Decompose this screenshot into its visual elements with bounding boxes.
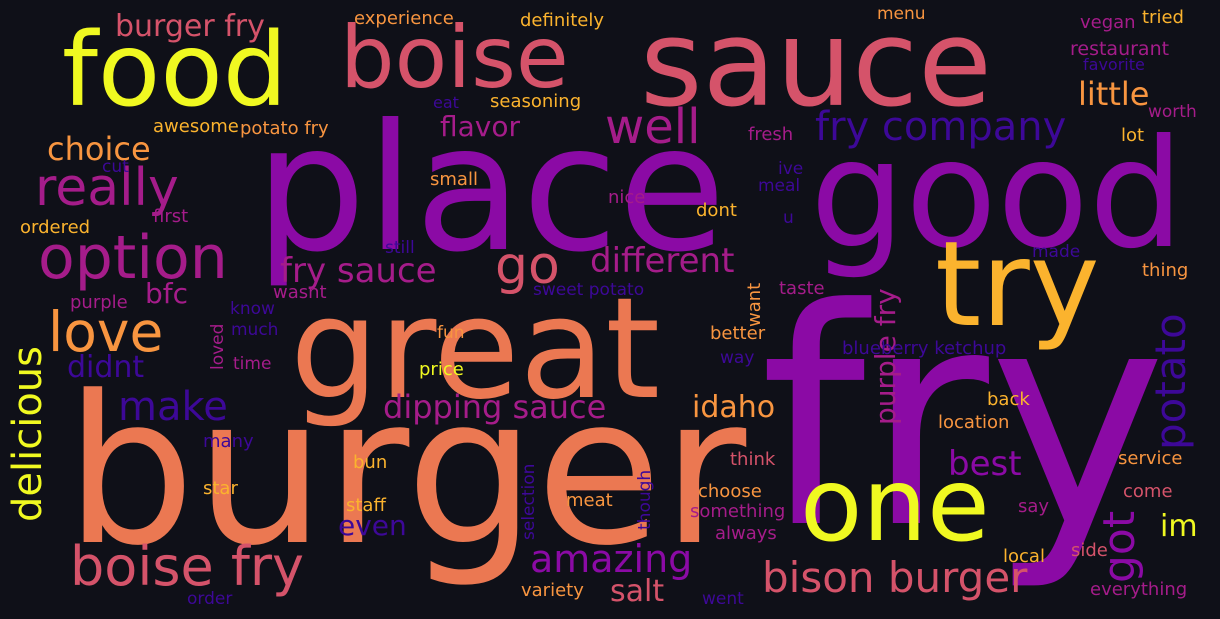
word-dont: dont bbox=[696, 200, 737, 221]
word-choice: choice bbox=[47, 130, 151, 168]
word-nice: nice bbox=[608, 187, 646, 208]
word-blueberry-ketchup: blueberry ketchup bbox=[842, 338, 1007, 359]
word-worth: worth bbox=[1148, 102, 1197, 122]
word-really: really bbox=[35, 158, 179, 218]
word-best: best bbox=[948, 444, 1022, 484]
word-always: always bbox=[715, 523, 777, 544]
word-boise-fry: boise fry bbox=[70, 535, 305, 598]
word-say: say bbox=[1018, 496, 1050, 517]
word-better: better bbox=[710, 323, 766, 344]
word-want: want bbox=[744, 282, 765, 327]
word-loved: loved bbox=[208, 323, 228, 370]
word-awesome: awesome bbox=[153, 116, 239, 137]
word-sweet-potato: sweet potato bbox=[533, 280, 645, 300]
word-time: time bbox=[233, 354, 272, 374]
word-first: first bbox=[153, 206, 189, 227]
word-im: im bbox=[1160, 509, 1198, 544]
word-dipping-sauce: dipping sauce bbox=[383, 388, 607, 426]
word-went: went bbox=[702, 589, 744, 609]
word-place: place bbox=[255, 88, 726, 291]
word-flavor: flavor bbox=[440, 110, 521, 143]
word-meat: meat bbox=[566, 490, 613, 511]
word-little: little bbox=[1078, 75, 1150, 113]
word-ordered: ordered bbox=[20, 217, 91, 238]
word-come: come bbox=[1123, 481, 1173, 502]
word-well: well bbox=[605, 99, 701, 155]
word-favorite: favorite bbox=[1083, 55, 1145, 74]
word-didnt: didnt bbox=[67, 350, 145, 385]
word-think: think bbox=[730, 449, 776, 470]
word-amazing: amazing bbox=[530, 537, 693, 581]
word-selection: selection bbox=[519, 463, 539, 540]
word-though: though bbox=[635, 469, 655, 530]
word-delicious: delicious bbox=[5, 346, 51, 522]
word-much: much bbox=[231, 320, 279, 340]
word-burger: burger bbox=[65, 353, 747, 591]
word-wasnt: wasnt bbox=[273, 282, 327, 303]
word-staff: staff bbox=[346, 495, 386, 516]
word-fresh: fresh bbox=[748, 124, 794, 145]
word-experience: experience bbox=[354, 8, 454, 29]
word-go: go bbox=[495, 236, 560, 296]
word-something: something bbox=[690, 501, 786, 522]
word-small: small bbox=[430, 169, 478, 190]
word-know: know bbox=[230, 299, 275, 319]
word-cut: cut bbox=[102, 157, 129, 177]
word-different: different bbox=[590, 241, 735, 281]
word-side: side bbox=[1071, 540, 1108, 561]
word-taste: taste bbox=[779, 278, 825, 299]
word-great: great bbox=[290, 268, 661, 431]
word-meal: meal bbox=[758, 176, 801, 196]
word-definitely: definitely bbox=[520, 10, 605, 31]
word-tried: tried bbox=[1142, 7, 1184, 28]
word-sauce: sauce bbox=[640, 0, 992, 134]
word-star: star bbox=[203, 478, 238, 499]
word-bun: bun bbox=[353, 452, 388, 473]
word-service: service bbox=[1118, 448, 1183, 469]
word-thing: thing bbox=[1142, 260, 1189, 281]
word-potato-fry: potato fry bbox=[240, 118, 329, 139]
word-ive: ive bbox=[778, 159, 804, 179]
word-eat: eat bbox=[433, 93, 459, 112]
word-fun: fun bbox=[437, 323, 465, 343]
word-option: option bbox=[38, 223, 228, 293]
word-u: u bbox=[783, 208, 794, 228]
word-menu: menu bbox=[877, 4, 926, 24]
word-local: local bbox=[1003, 546, 1045, 567]
word-fry-sauce: fry sauce bbox=[280, 251, 437, 291]
word-way: way bbox=[720, 348, 755, 368]
word-fry-company: fry company bbox=[815, 104, 1067, 150]
word-even: even bbox=[338, 509, 407, 542]
word-many: many bbox=[203, 431, 254, 452]
word-seasoning: seasoning bbox=[490, 91, 582, 112]
word-choose: choose bbox=[698, 481, 762, 502]
word-food: food bbox=[62, 11, 288, 130]
word-everything: everything bbox=[1090, 579, 1188, 600]
word-idaho: idaho bbox=[692, 390, 776, 425]
word-make: make bbox=[118, 384, 228, 430]
word-try: try bbox=[935, 215, 1100, 353]
word-boise: boise bbox=[340, 8, 569, 108]
word-salt: salt bbox=[610, 574, 665, 609]
word-love: love bbox=[48, 300, 164, 364]
word-one: one bbox=[800, 446, 990, 565]
word-variety: variety bbox=[521, 580, 584, 601]
word-potato: potato bbox=[1146, 313, 1195, 450]
word-fry: fry bbox=[760, 245, 1167, 594]
word-lot: lot bbox=[1121, 125, 1145, 146]
word-bison-burger: bison burger bbox=[762, 553, 1028, 602]
word-good: good bbox=[810, 108, 1184, 282]
word-restaurant: restaurant bbox=[1070, 38, 1170, 60]
word-vegan: vegan bbox=[1080, 12, 1136, 33]
word-order: order bbox=[187, 589, 233, 609]
word-back: back bbox=[987, 389, 1030, 410]
word-price: price bbox=[419, 359, 464, 380]
word-made: made bbox=[1032, 242, 1081, 262]
word-bfc: bfc bbox=[145, 277, 189, 310]
word-location: location bbox=[938, 412, 1010, 433]
word-purple: purple bbox=[70, 292, 128, 313]
word-burger-fry: burger fry bbox=[115, 9, 265, 44]
word-still: still bbox=[385, 238, 415, 258]
